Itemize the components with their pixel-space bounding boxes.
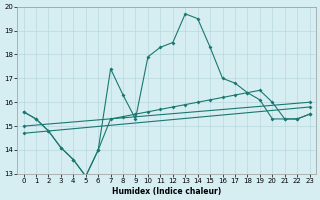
- X-axis label: Humidex (Indice chaleur): Humidex (Indice chaleur): [112, 187, 221, 196]
